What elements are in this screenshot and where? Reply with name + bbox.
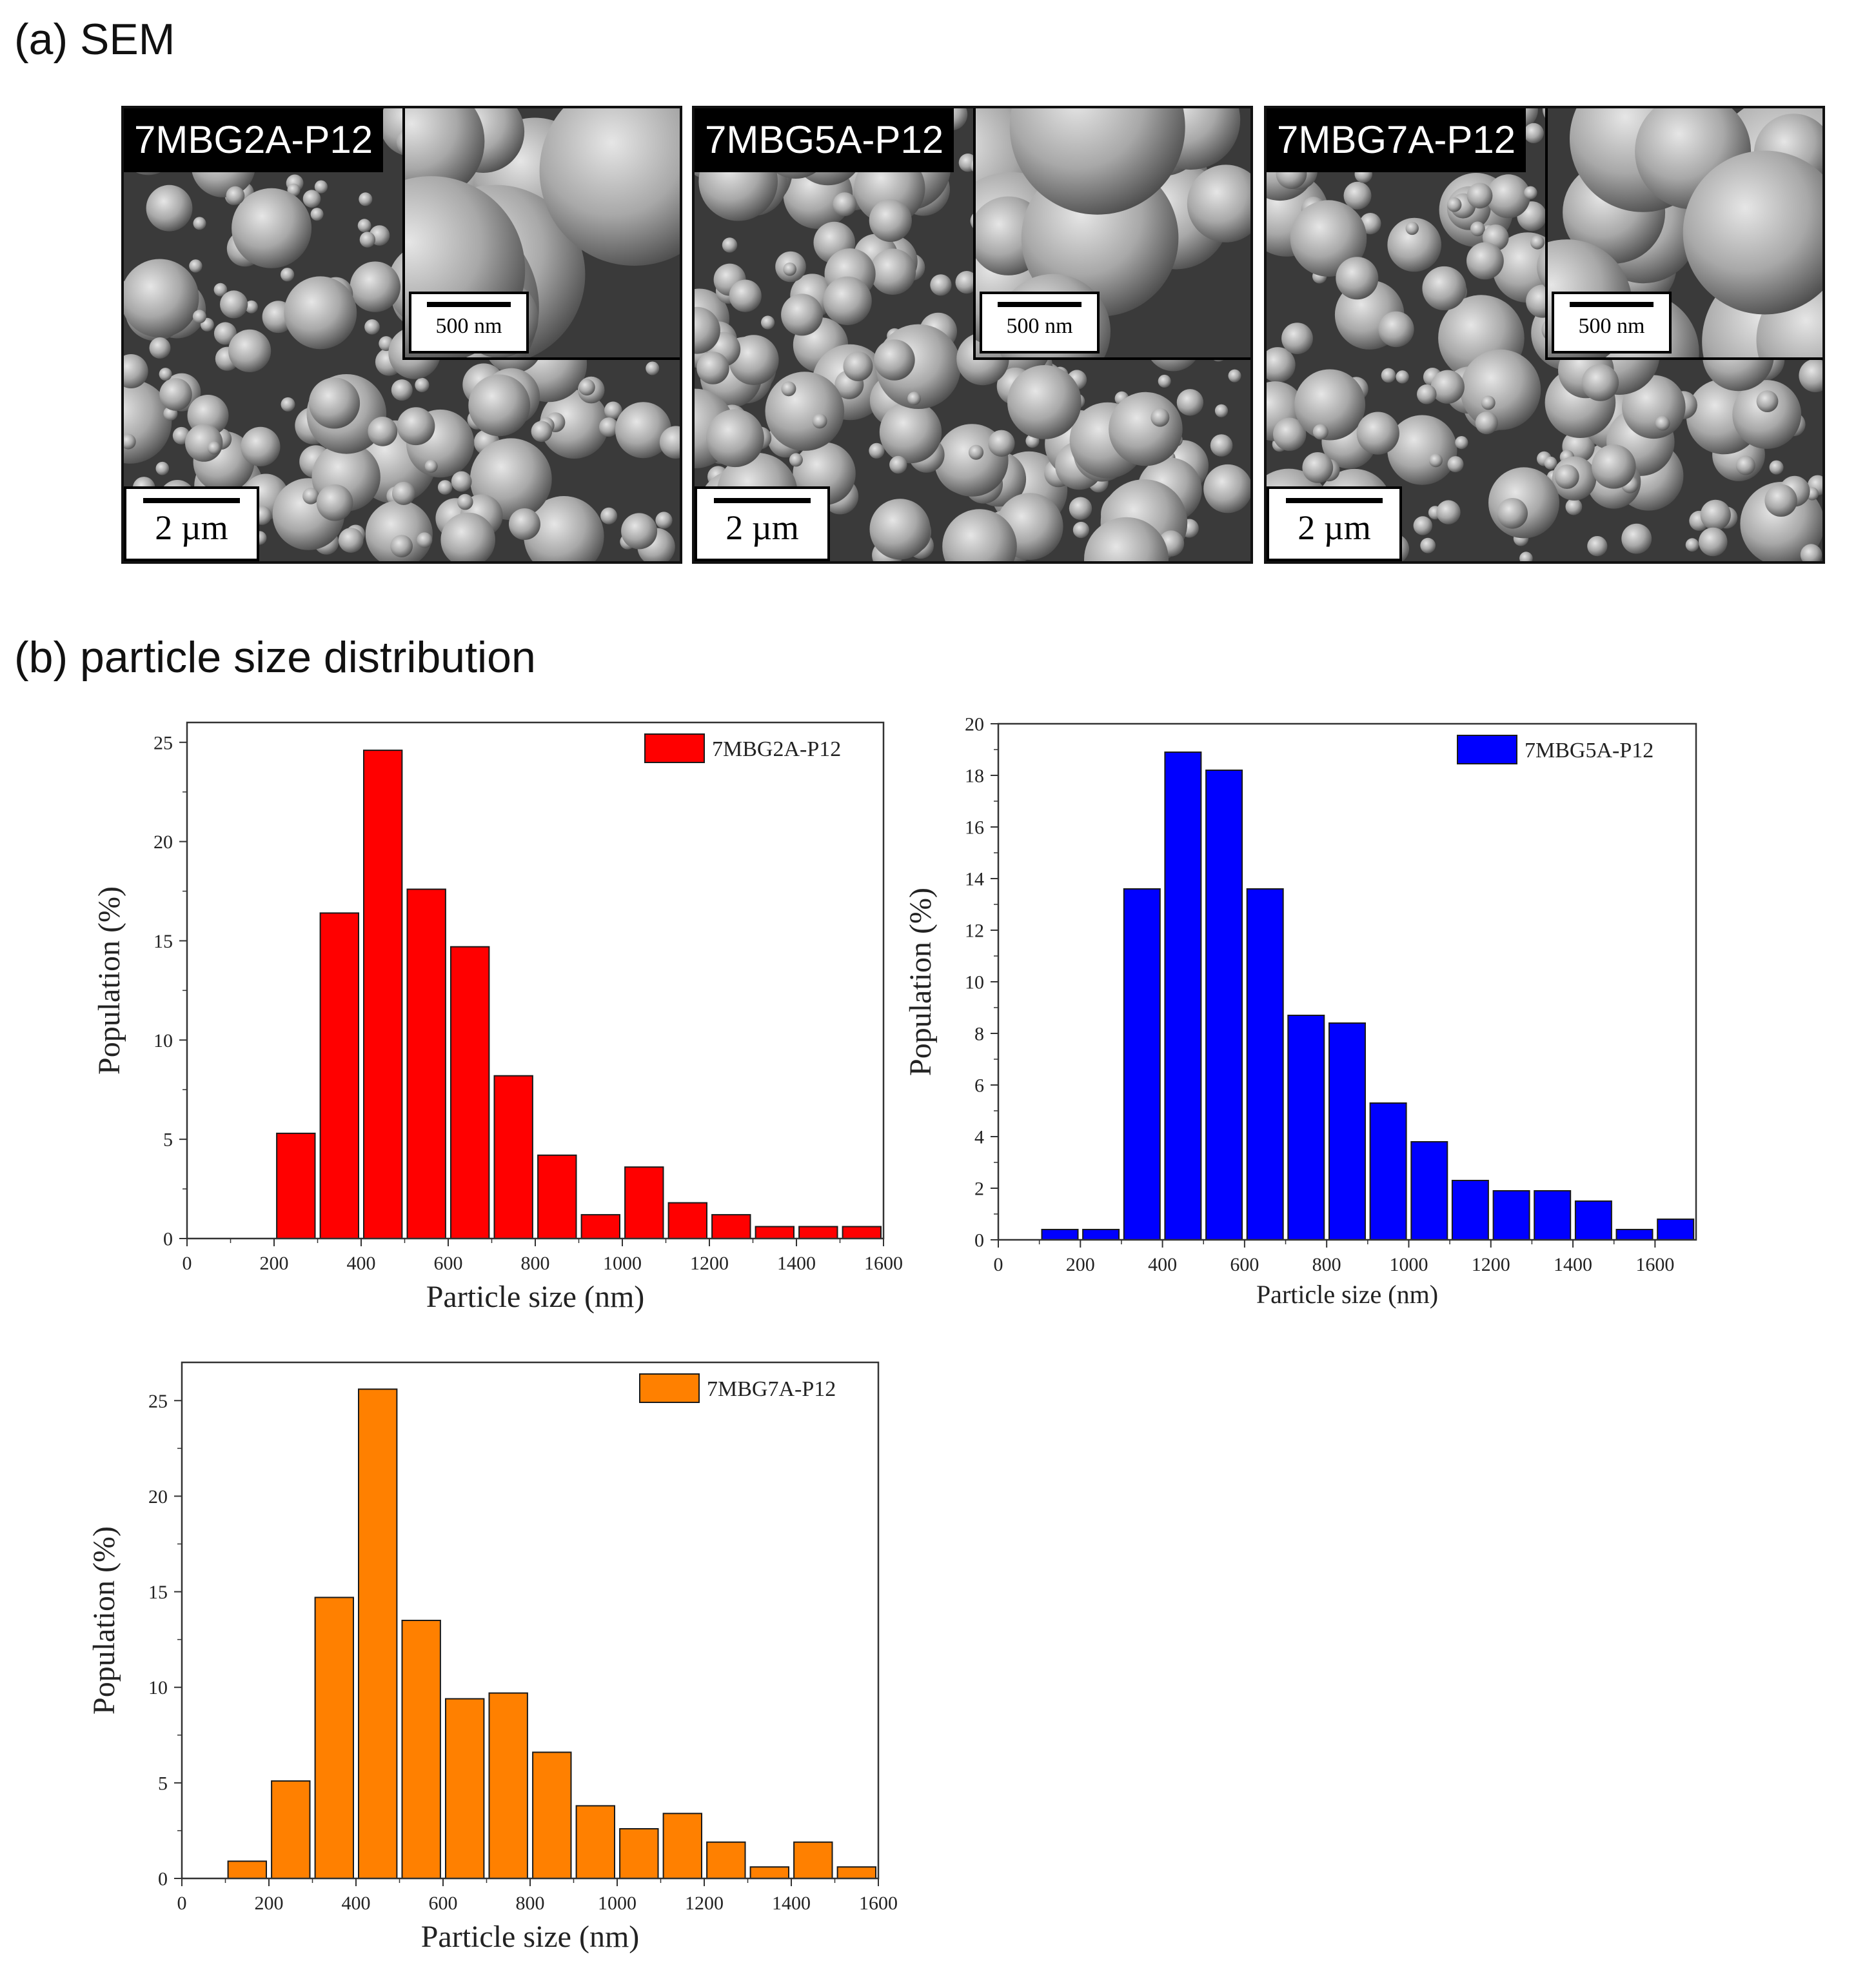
inset-scale-label: 500 nm: [1578, 314, 1645, 338]
y-axis-label: Population (%): [92, 886, 126, 1075]
main-scale-label: 2 µm: [1298, 508, 1371, 547]
x-tick-label: 1000: [603, 1253, 642, 1274]
main-scale-label: 2 µm: [726, 508, 799, 547]
main-scale-bar: 2 µm: [695, 486, 830, 561]
x-tick-label: 600: [434, 1253, 463, 1274]
main-scale-bar: 2 µm: [124, 486, 259, 561]
x-tick-label: 0: [183, 1253, 192, 1274]
inset-scale-bar: 500 nm: [409, 292, 529, 353]
legend-label: 7MBG2A-P12: [712, 737, 841, 761]
bar-450: [363, 750, 403, 1239]
bar-850: [537, 1154, 577, 1240]
y-tick-label: 25: [153, 732, 173, 753]
x-tick-label: 1400: [777, 1253, 816, 1274]
main-scale-bar: 2 µm: [1267, 486, 1402, 561]
sem-panel-label: 7MBG7A-P12: [1267, 108, 1526, 172]
section-a-title: (a) SEM: [14, 15, 175, 64]
bar-1250: [711, 1214, 751, 1239]
sem-panel-label: 7MBG5A-P12: [695, 108, 954, 172]
inset-scale-bar: 500 nm: [1552, 292, 1672, 353]
x-tick-label: 1600: [864, 1253, 903, 1274]
sem-panel-label: 7MBG2A-P12: [124, 108, 384, 172]
bar-250: [276, 1132, 316, 1240]
x-tick-label: 400: [347, 1253, 376, 1274]
bar-550: [406, 888, 446, 1239]
bar-650: [450, 946, 490, 1239]
y-tick-label: 10: [153, 1030, 173, 1051]
sem-inset-image: 500 nm: [973, 108, 1250, 360]
inset-scale-label: 500 nm: [435, 314, 502, 338]
bar-1050: [624, 1166, 664, 1239]
bar-350: [319, 912, 360, 1240]
bar-1450: [798, 1226, 838, 1239]
x-tick-label: 1200: [690, 1253, 729, 1274]
sem-inset-image: 500 nm: [402, 108, 680, 360]
x-tick-label: 200: [260, 1253, 289, 1274]
x-axis-label: Particle size (nm): [426, 1280, 645, 1314]
bar-1150: [667, 1202, 707, 1239]
bar-1550: [842, 1226, 882, 1239]
legend-swatch: [644, 733, 705, 763]
main-scale-label: 2 µm: [155, 508, 228, 547]
sem-inset-image: 500 nm: [1545, 108, 1822, 360]
sem-panel-7mbg7a: 7MBG7A-P12 500 nm 2 µm: [1264, 106, 1825, 564]
y-tick-label: 15: [153, 931, 173, 952]
inset-scale-label: 500 nm: [1006, 314, 1073, 338]
y-tick-label: 0: [163, 1229, 173, 1250]
bar-950: [580, 1214, 620, 1239]
x-tick-label: 800: [521, 1253, 550, 1274]
section-b-title: (b) particle size distribution: [14, 633, 536, 682]
sem-panel-7mbg2a: 7MBG2A-P12 500 nm 2 µm: [121, 106, 682, 564]
bar-750: [493, 1075, 533, 1239]
y-tick-label: 5: [163, 1130, 173, 1151]
y-tick-label: 20: [153, 831, 173, 853]
bar-1350: [755, 1226, 795, 1239]
inset-scale-bar: 500 nm: [980, 292, 1100, 353]
sem-panel-7mbg5a: 7MBG5A-P12 500 nm 2 µm: [692, 106, 1253, 564]
